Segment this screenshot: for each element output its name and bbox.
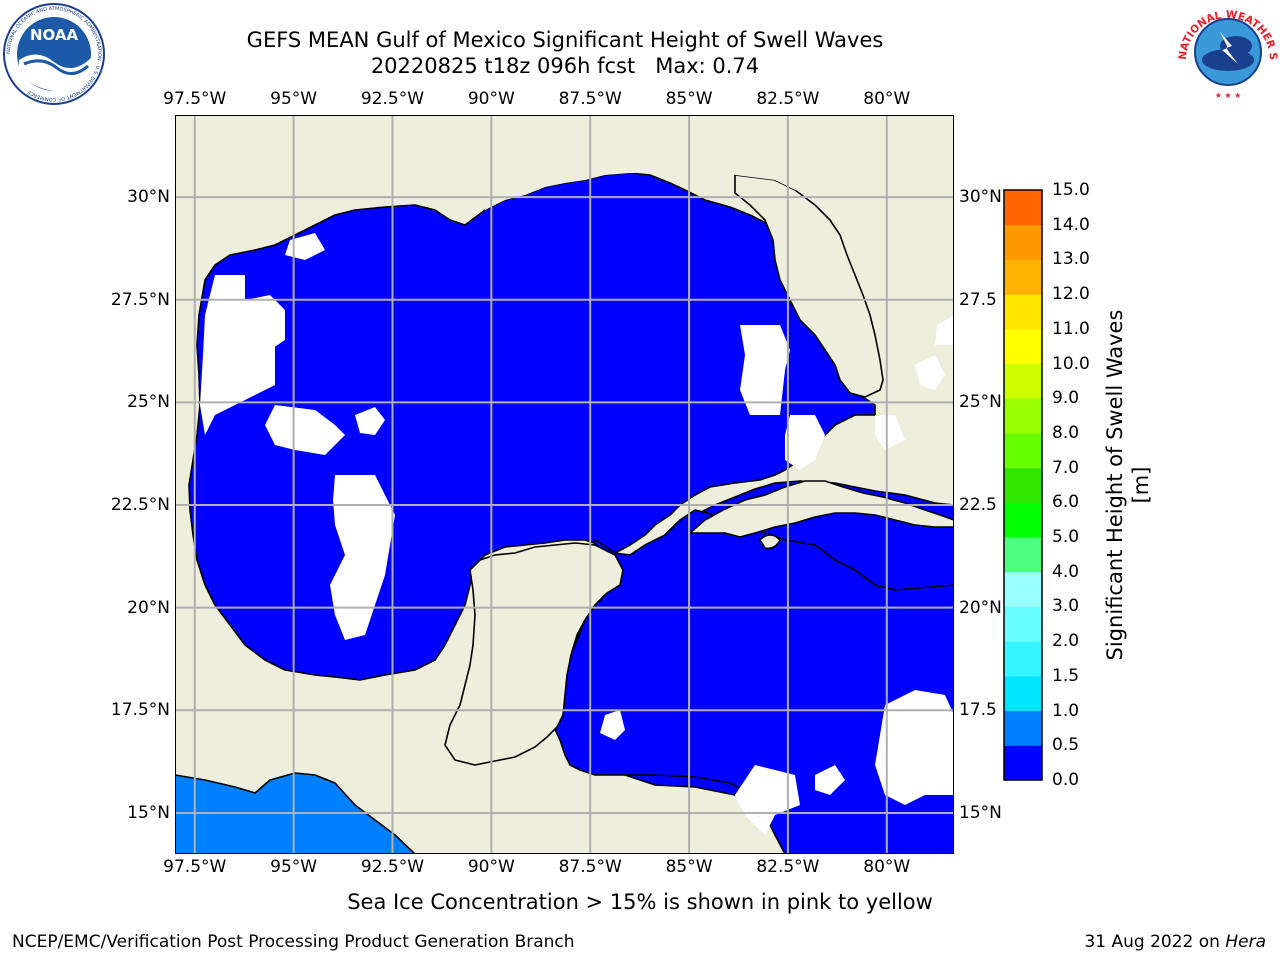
lat-tick-label-right: 20°N [959, 597, 1002, 618]
colorbar-tick-label: 8.0 [1052, 422, 1080, 443]
svg-text:★ ★ ★: ★ ★ ★ [1215, 91, 1242, 100]
colorbar-band [1004, 537, 1042, 573]
lat-tick-label-left: 22.5°N [110, 495, 170, 516]
colorbar-tick-label: 6.0 [1052, 492, 1080, 513]
lat-tick-label-right: 15°N [959, 802, 1002, 823]
colorbar-band [1004, 641, 1042, 677]
no-data-patches [200, 233, 954, 835]
colorbar-frame [1003, 189, 1043, 781]
colorbar-tick-label: 4.0 [1052, 561, 1080, 582]
noaa-logo-text: NOAA [30, 26, 79, 44]
colorbar-tick-label: 14.0 [1052, 214, 1090, 235]
lat-tick-label-left: 17.5°N [110, 700, 170, 721]
florida-land [734, 174, 884, 398]
graticule [175, 115, 954, 854]
footer-machine: Hera [1225, 932, 1266, 952]
isla-de-la-juventud [759, 534, 781, 550]
lon-tick-label-bottom: 95°W [270, 857, 318, 877]
lat-tick-label-left: 20°N [127, 597, 170, 618]
lon-tick-label-bottom: 87.5°W [558, 857, 622, 877]
footer-organization: NCEP/EMC/Verification Post Processing Pr… [12, 932, 575, 952]
colorbar-band [1004, 710, 1042, 746]
colorbar-band [1004, 363, 1042, 399]
colorbar-label: Significant Height of Swell Waves [m] [1103, 309, 1153, 661]
colorbar-tick-label: 13.0 [1052, 249, 1090, 270]
colorbar-band [1004, 259, 1042, 295]
lon-tick-label-top: 85°W [665, 89, 713, 109]
lon-tick-label-top: 92.5°W [360, 89, 425, 109]
sea-ice-caption: Sea Ice Concentration > 15% is shown in … [347, 890, 933, 914]
chart-subtitle: 20220825 t18z 096h fcst Max: 0.74 [370, 54, 760, 78]
lon-tick-label-bottom: 82.5°W [756, 857, 820, 877]
colorbar-tick-label: 5.0 [1052, 527, 1080, 548]
colorbar-tick-label: 1.5 [1052, 665, 1080, 686]
colorbar-tick-label: 1.0 [1052, 700, 1080, 721]
lat-tick-label-right: 17.5 [959, 700, 997, 721]
colorbar-band [1004, 398, 1042, 434]
lon-tick-label-bottom: 97.5°W [163, 857, 227, 877]
lon-tick-label-top: 87.5°W [558, 89, 622, 109]
lat-tick-label-left: 30°N [127, 187, 170, 208]
florida-panhandle-land [475, 115, 835, 210]
colorbar-band [1004, 432, 1042, 469]
lon-tick-label-top: 80°W [863, 89, 911, 109]
lat-tick-label-right: 30°N [959, 187, 1002, 208]
colorbar-tick-label: 0.5 [1052, 735, 1080, 756]
lon-tick-label-top: 95°W [270, 89, 318, 109]
colorbar-band [1004, 745, 1042, 781]
colorbar-tick-label: 9.0 [1052, 388, 1080, 409]
colorbar-band [1004, 467, 1042, 503]
lat-tick-label-left: 25°N [127, 392, 170, 413]
lon-tick-label-top: 90°W [467, 89, 515, 109]
colorbar-band [1004, 571, 1042, 607]
lon-tick-label-top: 82.5°W [756, 89, 820, 109]
colorbar-band [1004, 502, 1042, 538]
cuba-land [689, 480, 954, 538]
noaa-logo: NOAA NATIONAL OCEANIC AND ATMOSPHERIC AD… [3, 3, 105, 105]
lat-tick-label-left: 15°N [127, 802, 170, 823]
nws-logo: NATIONAL WEATHER SERVICE ★ ★ ★ [1176, 2, 1279, 100]
colorbar-tick-label: 15.0 [1052, 180, 1090, 200]
colorbar-band [1004, 294, 1042, 330]
colorbar-tick-label: 3.0 [1052, 596, 1080, 617]
lat-tick-label-right: 22.5 [959, 495, 997, 516]
lon-tick-label-bottom: 92.5°W [360, 857, 425, 877]
chart-title: GEFS MEAN Gulf of Mexico Significant Hei… [246, 28, 884, 52]
florida-east-coast-land [775, 115, 840, 195]
colorbar-tick-label: 7.0 [1052, 457, 1080, 478]
footer-date: 31 Aug 2022 on Hera [1084, 932, 1266, 952]
colorbar-band [1004, 328, 1042, 365]
colorbar-band [1004, 224, 1042, 260]
colorbar-tick-label: 11.0 [1052, 318, 1090, 339]
lat-tick-label-right: 27.5 [959, 289, 997, 310]
colorbar-band [1004, 675, 1042, 712]
footer-date-text: 31 Aug 2022 on [1084, 932, 1226, 952]
colorbar-tick-label: 12.0 [1052, 284, 1090, 305]
colorbar-band [1004, 606, 1042, 642]
colorbar-band [1004, 190, 1042, 226]
gulf-of-mexico-map [175, 115, 954, 854]
lon-tick-label-top: 97.5°W [163, 89, 227, 109]
colorbar [1003, 189, 1043, 781]
lat-tick-label-left: 27.5°N [110, 289, 170, 310]
lat-tick-label-right: 25°N [959, 392, 1002, 413]
colorbar-tick-label: 2.0 [1052, 631, 1080, 652]
lon-tick-label-bottom: 85°W [665, 857, 713, 877]
colorbar-tick-label: 0.0 [1052, 770, 1080, 790]
lon-tick-label-bottom: 80°W [863, 857, 911, 877]
colorbar-tick-label: 10.0 [1052, 353, 1090, 374]
lon-tick-label-bottom: 90°W [467, 857, 515, 877]
